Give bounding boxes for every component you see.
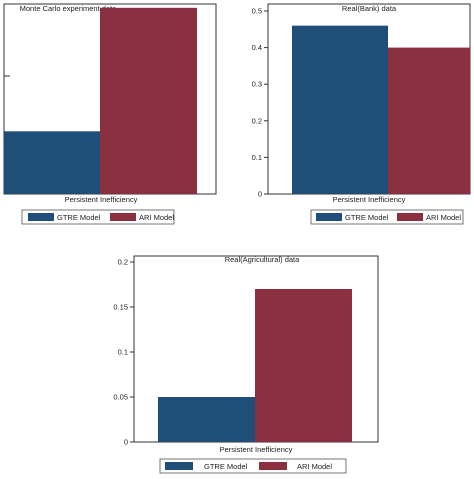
y-tick-label: 0.3 (252, 80, 262, 89)
legend-label-ari: ARI Model (139, 213, 174, 222)
x-axis-label: Persistent Inefficiency (65, 195, 138, 204)
legend: GTRE Model ARI Model (310, 209, 464, 225)
legend-label-gtre: GTRE Model (57, 213, 101, 222)
legend-box (310, 209, 464, 225)
panel-real-bank: 0 0.1 0.2 0.3 0.4 0.5 Real(Bank) data Persist… (252, 3, 471, 225)
x-axis-label: Persistent Inefficiency (333, 195, 406, 204)
legend-label-ari: ARI Model (297, 462, 332, 471)
bar-ari-model (100, 7, 197, 194)
y-tick-label: 0.1 (252, 153, 262, 162)
legend-swatch-gtre (165, 462, 193, 470)
y-tick-label: 0.2 (252, 116, 262, 125)
y-tick-label: 0 (258, 190, 262, 199)
legend-label-gtre: GTRE Model (204, 462, 248, 471)
legend-swatch-gtre (316, 213, 342, 221)
legend: GTRE Model ARI Model (159, 458, 347, 474)
bar-gtre-model (292, 25, 388, 194)
y-tick-label: 0 (124, 438, 128, 447)
legend-label-gtre: GTRE Model (345, 213, 389, 222)
panel-monte-carlo: Monte Carlo experiment data Persistent I… (3, 3, 217, 225)
chart-title: Real(Bank) data (342, 4, 397, 13)
bar-ari-model (388, 47, 470, 194)
legend-swatch-ari (397, 213, 423, 221)
panel-real-agricultural: 00.050.10.150.2 Real(Agricultural) data … (113, 255, 379, 474)
y-tick-label: 0.4 (252, 43, 262, 52)
bar-gtre-model (4, 131, 100, 194)
chart-title: Monte Carlo experiment data (20, 4, 118, 13)
y-axis: 0 0.05 0.1 0.15 0.2 (113, 258, 134, 447)
y-tick-label: 0.2 (118, 258, 128, 267)
legend-label-ari: ARI Model (426, 213, 461, 222)
legend-box (159, 458, 347, 474)
legend-swatch-ari (110, 213, 136, 221)
y-tick-label: 0.15 (113, 303, 128, 312)
bar-ari-model (255, 289, 352, 442)
x-axis-label: Persistent Inefficiency (220, 445, 293, 454)
y-tick-label: 0.5 (252, 7, 262, 16)
legend-swatch-ari (259, 462, 287, 470)
y-tick-label: 0.1 (118, 348, 128, 357)
bar-gtre-model (158, 397, 255, 442)
chart-title: Real(Agricultural) data (225, 255, 300, 264)
y-axis: 0 0.1 0.2 0.3 0.4 0.5 (252, 7, 268, 199)
legend: GTRE Model ARI Model (21, 209, 175, 225)
legend-swatch-gtre (28, 213, 54, 221)
y-tick-label: 0.05 (113, 393, 128, 402)
